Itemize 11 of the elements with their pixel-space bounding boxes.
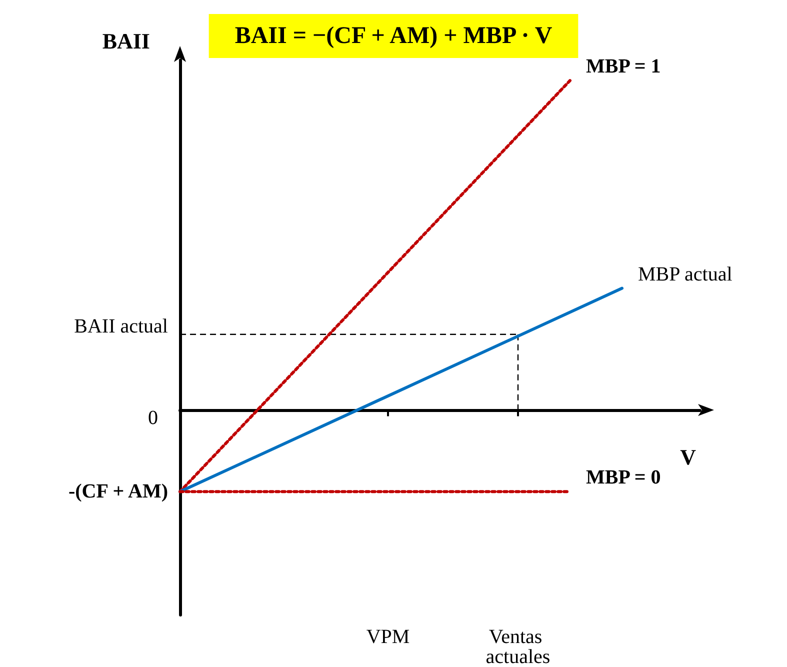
y-axis-title: BAII (102, 28, 150, 54)
x-tick-label: Ventas actuales (486, 626, 550, 667)
series-label: MBP = 1 (586, 56, 661, 78)
text: -(CF + AM) (68, 480, 168, 503)
series-label: MBP = 0 (586, 466, 661, 489)
x-tick-label: VPM (366, 626, 410, 648)
chart-title: BAII = −(CF + AM) + MBP · V (234, 23, 553, 49)
series-label: MBP actual (638, 263, 733, 286)
ref-line-label: BAII actual (74, 315, 168, 338)
x-axis-title: V (680, 444, 696, 470)
text: 0 (148, 407, 158, 430)
